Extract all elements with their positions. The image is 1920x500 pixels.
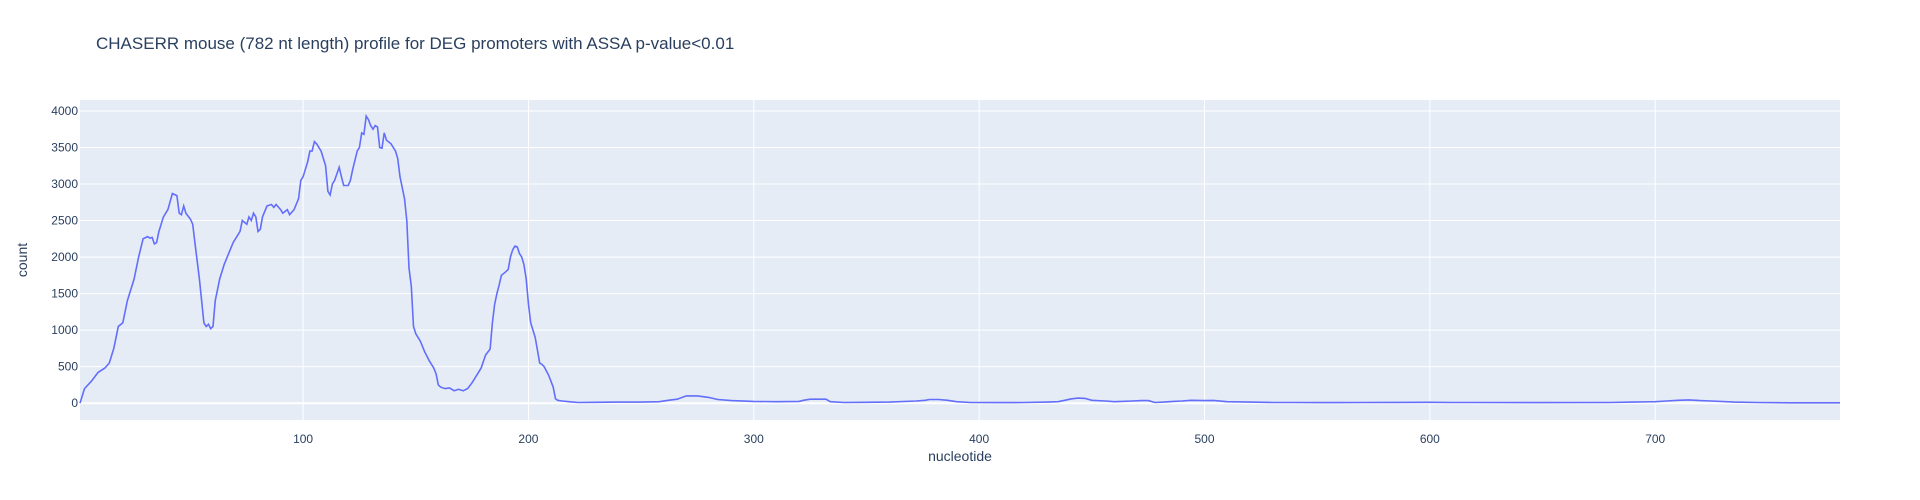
y-axis-ticks: 0 500 1000 1500 2000 2500 3000 3500 4000 [51,104,78,410]
x-tick-label: 300 [744,432,764,446]
y-tick-label: 1000 [51,323,78,337]
x-tick-label: 600 [1420,432,1440,446]
x-tick-label: 100 [293,432,313,446]
grid-lines [80,100,1840,420]
y-tick-label: 3500 [51,140,78,154]
y-tick-label: 2500 [51,214,78,228]
chart-title: CHASERR mouse (782 nt length) profile fo… [96,34,734,53]
x-tick-label: 400 [969,432,989,446]
x-tick-label: 200 [518,432,538,446]
x-axis-ticks: 100 200 300 400 500 600 700 [293,432,1665,446]
y-tick-label: 1500 [51,287,78,301]
y-axis-title: count [14,243,30,277]
y-tick-label: 2000 [51,250,78,264]
plot-area [80,100,1840,420]
y-tick-label: 500 [58,360,78,374]
x-tick-label: 700 [1645,432,1665,446]
x-tick-label: 500 [1194,432,1214,446]
y-tick-label: 0 [71,396,78,410]
series-line [79,113,1840,404]
x-axis-title: nucleotide [928,448,992,464]
y-tick-label: 4000 [51,104,78,118]
y-tick-label: 3000 [51,177,78,191]
